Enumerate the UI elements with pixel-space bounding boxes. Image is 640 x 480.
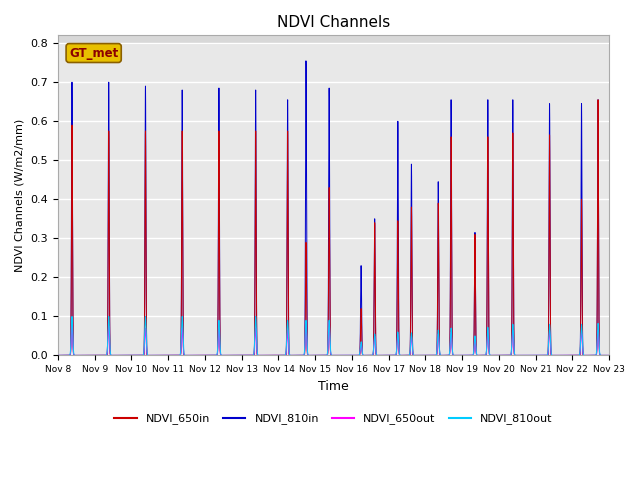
NDVI_810out <box>504 352 512 358</box>
NDVI_650in <box>83 352 91 358</box>
Bar <box>58 36 609 43</box>
NDVI_810out <box>179 313 186 319</box>
Title: NDVI Channels: NDVI Channels <box>277 15 390 30</box>
Line: NDVI_650out: NDVI_650out <box>58 322 609 355</box>
NDVI_650out <box>83 352 91 358</box>
NDVI_810in <box>497 352 505 358</box>
NDVI_650in <box>406 352 413 358</box>
NDVI_810in <box>160 352 168 358</box>
NDVI_810in <box>605 352 613 358</box>
NDVI_810in <box>83 352 91 358</box>
NDVI_650out <box>468 352 476 358</box>
NDVI_810out <box>527 352 535 358</box>
NDVI_810out <box>483 335 491 340</box>
Text: GT_met: GT_met <box>69 47 118 60</box>
NDVI_810in <box>468 352 476 358</box>
NDVI_810out <box>406 350 413 356</box>
X-axis label: Time: Time <box>318 380 349 393</box>
NDVI_810out <box>83 352 91 358</box>
NDVI_810out <box>468 352 476 358</box>
NDVI_810in <box>54 352 62 358</box>
NDVI_650in <box>483 276 491 282</box>
NDVI_650out <box>497 352 505 358</box>
NDVI_810out <box>497 352 505 358</box>
NDVI_650out <box>605 352 613 358</box>
NDVI_650in <box>468 352 476 358</box>
Legend: NDVI_650in, NDVI_810in, NDVI_650out, NDVI_810out: NDVI_650in, NDVI_810in, NDVI_650out, NDV… <box>110 409 557 429</box>
NDVI_650in <box>605 352 613 358</box>
NDVI_650out <box>54 352 62 358</box>
NDVI_810in <box>483 257 491 263</box>
NDVI_810out <box>605 352 613 358</box>
NDVI_810out <box>54 352 62 358</box>
Y-axis label: NDVI Channels (W/m2/mm): NDVI Channels (W/m2/mm) <box>15 119 25 272</box>
NDVI_810in <box>504 352 512 358</box>
NDVI_650in <box>594 97 602 103</box>
NDVI_810in <box>302 58 310 64</box>
Line: NDVI_810in: NDVI_810in <box>58 61 609 355</box>
NDVI_650in <box>160 352 168 358</box>
NDVI_650out <box>504 352 512 358</box>
NDVI_650in <box>54 352 62 358</box>
NDVI_650out <box>325 319 333 325</box>
NDVI_650out <box>196 352 204 358</box>
Line: NDVI_810out: NDVI_810out <box>58 316 609 355</box>
NDVI_650out <box>483 337 491 343</box>
NDVI_650out <box>406 351 413 357</box>
NDVI_650in <box>504 352 512 358</box>
Line: NDVI_650in: NDVI_650in <box>58 100 609 355</box>
NDVI_650in <box>497 352 505 358</box>
NDVI_810in <box>406 352 413 358</box>
